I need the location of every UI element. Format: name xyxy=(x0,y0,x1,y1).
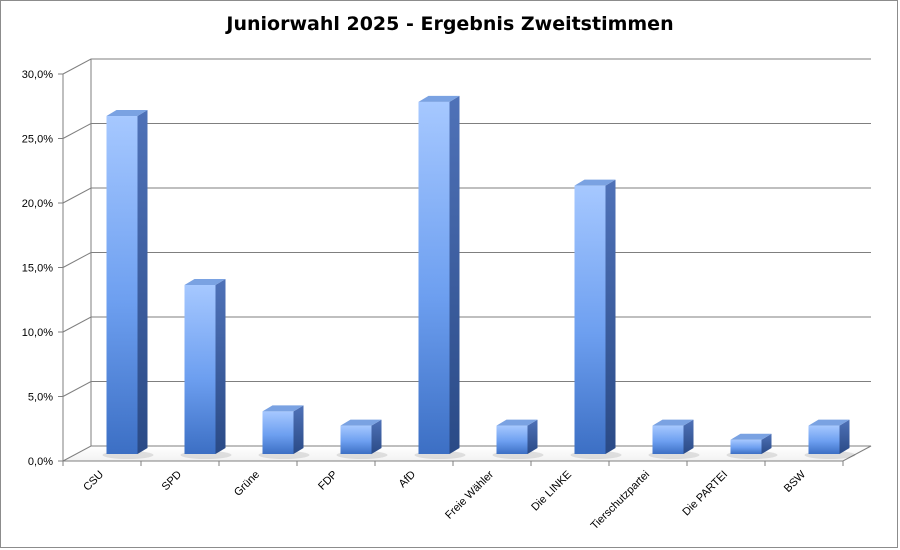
bar-top xyxy=(340,419,382,426)
bar-top xyxy=(574,179,616,186)
x-tick-label: BSW xyxy=(782,468,809,495)
y-tick-label: 25,0% xyxy=(22,134,53,146)
x-tick-label: Tierschutzpartei xyxy=(589,469,653,533)
x-tick-label: CSU xyxy=(81,469,106,494)
gridline xyxy=(62,381,871,397)
bar-tierschutzpartei xyxy=(648,419,700,459)
x-tick-label: SPD xyxy=(160,469,185,494)
gridline xyxy=(62,316,871,333)
bar-front xyxy=(184,285,216,454)
bar-fdp xyxy=(336,419,388,459)
gridline xyxy=(62,58,871,75)
bar-front xyxy=(262,411,294,454)
gridline xyxy=(62,252,871,268)
bar-spd xyxy=(180,279,232,459)
bar-front xyxy=(652,425,684,454)
bar-grüne xyxy=(258,405,310,459)
bar-side xyxy=(683,419,694,454)
x-tick-label: AfD xyxy=(397,469,418,490)
bar-top xyxy=(652,419,694,426)
bar-side xyxy=(215,279,226,454)
bar-side xyxy=(761,433,772,454)
y-tick-label: 0,0% xyxy=(28,456,53,468)
x-axis-labels: CSU SPD Grüne FDP AfD Freie Wähler Die LINKE Ti… xyxy=(62,461,844,533)
bar-side xyxy=(605,179,616,454)
x-tick-label: Grüne xyxy=(232,469,262,499)
bar-front xyxy=(730,439,762,454)
bar-front xyxy=(106,116,138,455)
bar-top xyxy=(496,419,538,426)
bar-front xyxy=(496,425,528,454)
x-tick-label: Freie Wähler xyxy=(443,468,496,521)
x-tick-label: Die PARTEI xyxy=(680,469,730,519)
bar-afd xyxy=(414,95,466,459)
gridline xyxy=(62,187,871,204)
bar-side xyxy=(137,110,148,455)
bar-side xyxy=(293,405,304,454)
bar-top xyxy=(184,279,226,286)
bar-front xyxy=(340,425,372,454)
grid-layer xyxy=(58,58,872,462)
bars-layer xyxy=(102,95,856,459)
bar-side xyxy=(839,419,850,454)
bar-die-partei xyxy=(726,433,778,459)
bar-front xyxy=(808,425,840,454)
bar-top xyxy=(808,419,850,426)
bar-side xyxy=(371,419,382,454)
x-tick-label: Die LINKE xyxy=(529,469,574,514)
bar-freie-wähler xyxy=(492,419,544,459)
y-tick-label: 5,0% xyxy=(28,392,53,404)
chart-title: Juniorwahl 2025 - Ergebnis Zweitstimmen xyxy=(224,13,673,35)
y-tick-label: 20,0% xyxy=(22,198,53,210)
gridline xyxy=(62,123,871,139)
bar-front xyxy=(418,101,450,454)
bar-csu xyxy=(102,110,154,459)
bar-bsw xyxy=(804,419,856,459)
bar-front xyxy=(574,185,606,454)
bar-top xyxy=(730,433,772,440)
y-tick-label: 15,0% xyxy=(22,263,53,275)
bar-die-linke xyxy=(570,179,622,459)
y-tick-label: 10,0% xyxy=(22,327,53,339)
y-tick-label: 30,0% xyxy=(22,69,53,81)
y-axis-labels: 0,0% 5,0% 10,0% 15,0% 20,0% 25,0% 30,0% xyxy=(22,69,53,468)
x-tick-label: FDP xyxy=(316,469,340,493)
bar-side xyxy=(527,419,538,454)
bar-top xyxy=(106,110,148,117)
bar-side xyxy=(449,95,460,454)
bar-top xyxy=(418,95,460,102)
bar-top xyxy=(262,405,304,412)
